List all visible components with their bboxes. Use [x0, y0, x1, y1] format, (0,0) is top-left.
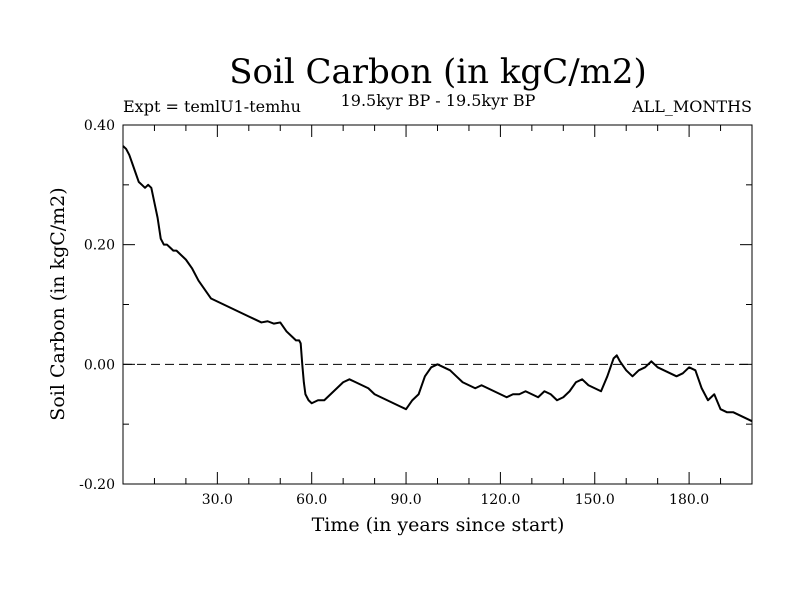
x-tick-label-4: 150.0 — [575, 492, 615, 508]
x-tick-label-3: 120.0 — [480, 492, 520, 508]
period-label: 19.5kyr BP - 19.5kyr BP — [341, 91, 536, 110]
y-tick-label-3: -0.20 — [79, 477, 115, 493]
x-tick-label-5: 180.0 — [669, 492, 709, 508]
soil-carbon-series-line — [122, 145, 753, 423]
axis-ticks — [123, 124, 752, 485]
y-tick-label-0: 0.40 — [84, 118, 115, 134]
axis-tick-labels: 30.0 60.0 90.0 120.0 150.0 180.0 0.40 0.20 0.00 -… — [79, 118, 709, 508]
x-tick-label-0: 30.0 — [202, 492, 233, 508]
months-label: ALL_MONTHS — [631, 97, 752, 116]
chart-title: Soil Carbon (in kgC/m2) — [229, 52, 647, 92]
y-axis-label: Soil Carbon (in kgC/m2) — [47, 187, 69, 420]
y-tick-label-1: 0.20 — [84, 238, 115, 254]
plot-frame — [122, 124, 753, 485]
x-axis-label: Time (in years since start) — [312, 514, 565, 536]
x-tick-label-2: 90.0 — [390, 492, 421, 508]
y-tick-label-2: 0.00 — [84, 357, 115, 373]
experiment-label: Expt = temlU1-temhu — [123, 97, 301, 116]
x-tick-label-1: 60.0 — [296, 492, 327, 508]
